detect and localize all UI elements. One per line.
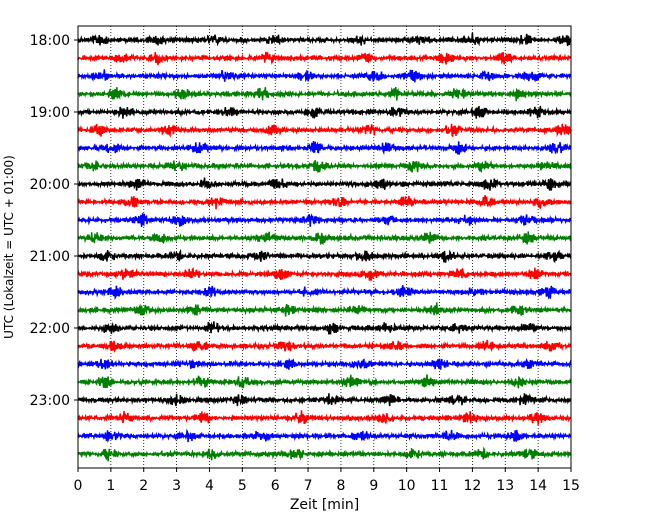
x-tick-label: 2 bbox=[139, 478, 148, 494]
y-tick-label: 22:00 bbox=[30, 321, 70, 337]
seismogram-trace bbox=[77, 284, 572, 301]
x-tick-label: 1 bbox=[106, 478, 115, 494]
seismogram-trace bbox=[77, 123, 572, 138]
y-axis: 18:00 19:00 20:00 21:00 22:00 23:00 bbox=[30, 33, 78, 409]
seismogram-trace bbox=[77, 51, 572, 66]
y-tick-label: 19:00 bbox=[30, 105, 70, 121]
seismogram-trace bbox=[77, 446, 572, 462]
x-tick-label: 9 bbox=[369, 478, 378, 494]
x-tick-label: 8 bbox=[336, 478, 345, 494]
seismogram-trace bbox=[77, 267, 572, 281]
seismogram-trace bbox=[77, 105, 572, 120]
seismogram-trace bbox=[77, 248, 572, 264]
x-tick-label: 7 bbox=[304, 478, 313, 494]
seismogram-trace bbox=[77, 159, 572, 174]
x-axis-label: Zeit [min] bbox=[290, 497, 359, 513]
plot-frame bbox=[77, 25, 572, 469]
seismogram-trace bbox=[77, 140, 572, 156]
seismogram-trace bbox=[77, 410, 572, 425]
x-tick-label: 4 bbox=[205, 478, 214, 494]
seismogram-trace bbox=[77, 339, 572, 354]
x-tick-label: 11 bbox=[431, 478, 449, 494]
y-tick-label: 18:00 bbox=[30, 33, 70, 49]
seismogram-trace bbox=[77, 357, 572, 370]
x-tick-label: 3 bbox=[172, 478, 181, 494]
x-tick-label: 13 bbox=[496, 478, 514, 494]
y-tick-label: 20:00 bbox=[30, 177, 70, 193]
seismogram-trace bbox=[77, 69, 572, 83]
seismogram-trace bbox=[77, 86, 572, 102]
seismogram-trace bbox=[77, 32, 572, 47]
x-tick-label: 10 bbox=[398, 478, 416, 494]
seismogram-trace bbox=[77, 428, 572, 443]
y-tick-label: 21:00 bbox=[30, 249, 70, 265]
seismogram-trace bbox=[77, 302, 572, 317]
x-tick-label: 0 bbox=[74, 478, 83, 494]
x-axis: 0 1 2 3 4 5 6 7 8 9 10 11 12 13 14 15 bbox=[74, 468, 580, 494]
seismogram-trace bbox=[77, 213, 572, 228]
x-tick-label: 12 bbox=[463, 478, 481, 494]
x-tick-label: 5 bbox=[238, 478, 247, 494]
seismogram-trace bbox=[77, 321, 572, 335]
seismogram-trace bbox=[77, 393, 572, 407]
x-tick-label: 14 bbox=[529, 478, 547, 494]
seismogram-trace bbox=[77, 231, 572, 246]
seismogram-trace bbox=[77, 177, 572, 191]
x-tick-label: 6 bbox=[271, 478, 280, 494]
y-tick-label: 23:00 bbox=[30, 393, 70, 409]
traces bbox=[77, 32, 572, 462]
seismogram-trace bbox=[77, 195, 572, 210]
x-tick-label: 15 bbox=[562, 478, 580, 494]
seismogram-trace bbox=[77, 374, 572, 389]
y-axis-label: UTC (Lokalzeit = UTC + 01:00) bbox=[2, 155, 16, 339]
